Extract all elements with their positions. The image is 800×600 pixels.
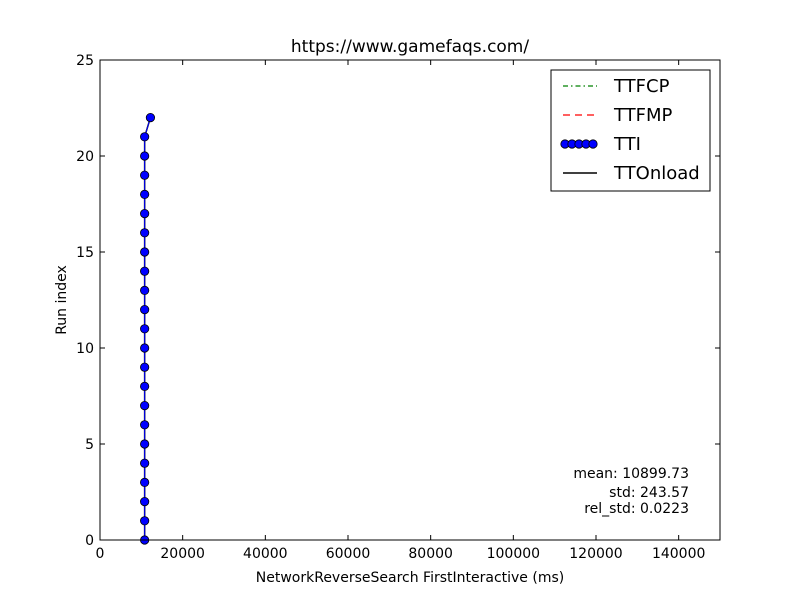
tti-point-9 <box>140 363 148 371</box>
x-tick-label-6: 120000 <box>569 546 622 562</box>
tti-point-14 <box>140 267 148 275</box>
legend-label-ttonload: TTOnload <box>613 163 700 184</box>
y-tick-label-4: 20 <box>76 149 94 165</box>
tti-point-5 <box>140 440 148 448</box>
annotation-rel-std: rel_std: 0.0223 <box>584 501 689 517</box>
legend: TTFCP TTFMP TTI TTOnload <box>551 70 710 191</box>
x-axis-label: NetworkReverseSearch FirstInteractive (m… <box>256 570 564 586</box>
tti-point-4 <box>140 459 148 467</box>
legend-label-tti: TTI <box>613 134 641 155</box>
tti-point-7 <box>140 401 148 409</box>
y-tick-label-1: 5 <box>85 437 94 453</box>
tti-point-20 <box>140 152 148 160</box>
y-tick-label-5: 25 <box>76 53 94 69</box>
tti-point-2 <box>140 497 148 505</box>
tti-point-8 <box>140 382 148 390</box>
tti-point-18 <box>140 190 148 198</box>
y-tick-label-0: 0 <box>85 533 94 549</box>
annotation-std: std: 243.57 <box>609 485 689 501</box>
chart-title: https://www.gamefaqs.com/ <box>291 37 529 57</box>
tti-point-15 <box>140 248 148 256</box>
y-tick-label-3: 15 <box>76 245 94 261</box>
tti-point-6 <box>140 421 148 429</box>
tti-point-3 <box>140 478 148 486</box>
tti-point-21 <box>140 133 148 141</box>
x-tick-label-5: 100000 <box>487 546 540 562</box>
tti-point-19 <box>140 171 148 179</box>
tti-point-22 <box>146 113 154 121</box>
tti-point-12 <box>140 305 148 313</box>
tti-point-17 <box>140 209 148 217</box>
y-tick-label-2: 10 <box>76 341 94 357</box>
legend-label-ttfmp: TTFMP <box>613 105 673 126</box>
tti-point-10 <box>140 344 148 352</box>
tti-point-13 <box>140 286 148 294</box>
x-tick-label-7: 140000 <box>652 546 705 562</box>
legend-marker-tti-4 <box>589 140 597 148</box>
tti-point-11 <box>140 325 148 333</box>
legend-label-ttfcp: TTFCP <box>613 76 670 97</box>
x-tick-label-2: 40000 <box>243 546 288 562</box>
y-axis-label: Run index <box>54 265 70 335</box>
annotation-mean: mean: 10899.73 <box>573 466 689 482</box>
x-tick-label-1: 20000 <box>160 546 205 562</box>
tti-point-1 <box>140 517 148 525</box>
x-tick-label-0: 0 <box>96 546 105 562</box>
x-tick-label-4: 80000 <box>408 546 453 562</box>
tti-point-16 <box>140 229 148 237</box>
x-tick-label-3: 60000 <box>326 546 371 562</box>
